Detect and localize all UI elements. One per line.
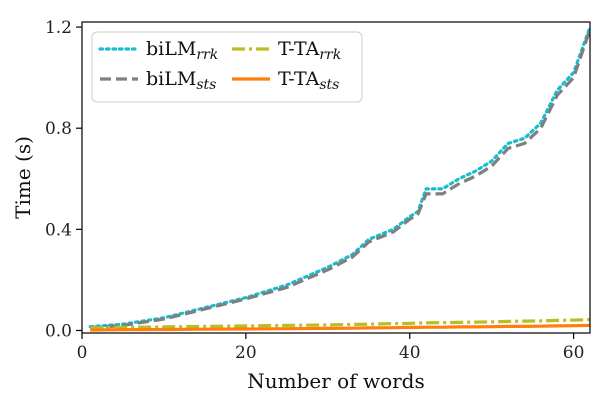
plot-lines	[88, 25, 592, 332]
series-line-2	[90, 318, 591, 330]
plot-frame	[81, 21, 591, 334]
x-axis-title: Number of words	[247, 369, 425, 393]
y-tick-label: 0.4	[45, 220, 72, 240]
y-tick-label: 0.0	[45, 321, 72, 341]
legend-box	[91, 31, 363, 103]
x-tick-label: 0	[77, 343, 88, 363]
y-axis: 0.0 0.4 0.8 1.2	[45, 18, 82, 341]
y-tick-label: 1.2	[45, 18, 72, 38]
y-axis-title: Time (s)	[11, 136, 35, 219]
x-tick-label: 40	[399, 343, 421, 363]
series-line-1	[90, 29, 592, 330]
x-tick-label: 60	[563, 343, 585, 363]
series-line-3	[90, 323, 591, 332]
x-axis: 0 20 40 60	[77, 333, 585, 363]
y-tick-label: 0.8	[45, 119, 72, 139]
x-tick-label: 20	[235, 343, 257, 363]
